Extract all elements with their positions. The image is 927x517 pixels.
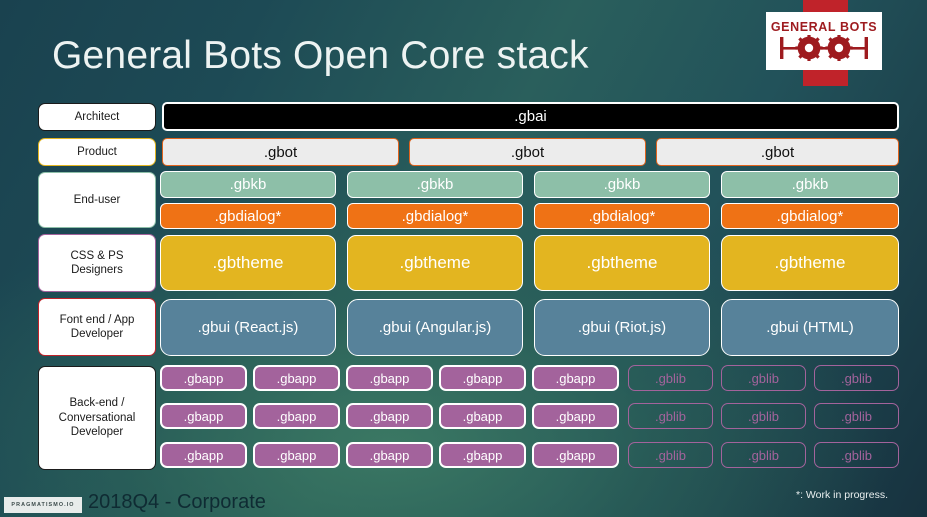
cell-gblib[interactable]: .gblib	[814, 365, 899, 391]
cell-gbdialog[interactable]: .gbdialog*	[347, 203, 523, 229]
cell-gblib[interactable]: .gblib	[628, 365, 713, 391]
cell-gbai[interactable]: .gbai	[162, 102, 899, 131]
cell-gblib[interactable]: .gblib	[814, 403, 899, 429]
cell-gbapp[interactable]: .gbapp	[439, 403, 526, 429]
role-label-back-end-conversational-developer: Back-end / Conversational Developer	[38, 366, 156, 470]
cell-gbapp[interactable]: .gbapp	[253, 442, 340, 468]
gears-icon	[780, 34, 868, 61]
cell-gblib[interactable]: .gblib	[721, 403, 806, 429]
cell-gbdialog[interactable]: .gbdialog*	[534, 203, 710, 229]
cell-gbapp[interactable]: .gbapp	[160, 365, 247, 391]
footer-caption: 2018Q4 - Corporate	[88, 491, 266, 513]
cell-gbui-html[interactable]: .gbui (HTML)	[721, 299, 899, 356]
cell-gblib[interactable]: .gblib	[721, 442, 806, 468]
cell-gbui-react[interactable]: .gbui (React.js)	[160, 299, 336, 356]
role-label-product: Product	[38, 138, 156, 166]
role-label-architect: Architect	[38, 103, 156, 131]
general-bots-logo: GENERAL BOTS	[766, 0, 882, 86]
cell-gbkb[interactable]: .gbkb	[160, 171, 336, 198]
cell-gbtheme[interactable]: .gbtheme	[160, 235, 336, 291]
cell-gbapp[interactable]: .gbapp	[253, 365, 340, 391]
cell-gblib[interactable]: .gblib	[628, 403, 713, 429]
cell-gbapp[interactable]: .gbapp	[346, 442, 433, 468]
cell-gbapp[interactable]: .gbapp	[253, 403, 340, 429]
cell-gblib[interactable]: .gblib	[628, 442, 713, 468]
cell-gbapp[interactable]: .gbapp	[160, 442, 247, 468]
cell-gbapp[interactable]: .gbapp	[346, 403, 433, 429]
cell-gbdialog[interactable]: .gbdialog*	[160, 203, 336, 229]
role-label-end-user: End-user	[38, 172, 156, 228]
cell-gbtheme[interactable]: .gbtheme	[347, 235, 523, 291]
cell-gbtheme[interactable]: .gbtheme	[534, 235, 710, 291]
cell-gbot[interactable]: .gbot	[656, 138, 899, 166]
footnote-work-in-progress: *: Work in progress.	[796, 489, 889, 501]
cell-gbkb[interactable]: .gbkb	[347, 171, 523, 198]
logo-card: GENERAL BOTS	[766, 12, 882, 70]
cell-gbui-riot[interactable]: .gbui (Riot.js)	[534, 299, 710, 356]
cell-gbapp[interactable]: .gbapp	[532, 442, 619, 468]
cell-gbapp[interactable]: .gbapp	[532, 403, 619, 429]
cell-gbapp[interactable]: .gbapp	[439, 365, 526, 391]
cell-gbapp[interactable]: .gbapp	[160, 403, 247, 429]
cell-gbtheme[interactable]: .gbtheme	[721, 235, 899, 291]
cell-gbapp[interactable]: .gbapp	[346, 365, 433, 391]
cell-gbapp[interactable]: .gbapp	[532, 365, 619, 391]
cell-gbapp[interactable]: .gbapp	[439, 442, 526, 468]
cell-gbui-angular[interactable]: .gbui (Angular.js)	[347, 299, 523, 356]
cell-gbot[interactable]: .gbot	[409, 138, 646, 166]
cell-gbkb[interactable]: .gbkb	[721, 171, 899, 198]
role-label-css-ps-designers: CSS & PS Designers	[38, 234, 156, 292]
logo-wordmark: GENERAL BOTS	[770, 20, 878, 35]
cell-gblib[interactable]: .gblib	[721, 365, 806, 391]
cell-gbkb[interactable]: .gbkb	[534, 171, 710, 198]
role-label-front-end-app-developer: Font end / App Developer	[38, 298, 156, 356]
pragmatismo-wordmark: PRAGMATISMO.IO	[11, 502, 75, 508]
cell-gbdialog[interactable]: .gbdialog*	[721, 203, 899, 229]
cell-gblib[interactable]: .gblib	[814, 442, 899, 468]
cell-gbot[interactable]: .gbot	[162, 138, 399, 166]
slide-title: General Bots Open Core stack	[52, 34, 589, 77]
pragmatismo-logo: PRAGMATISMO.IO	[4, 497, 82, 513]
